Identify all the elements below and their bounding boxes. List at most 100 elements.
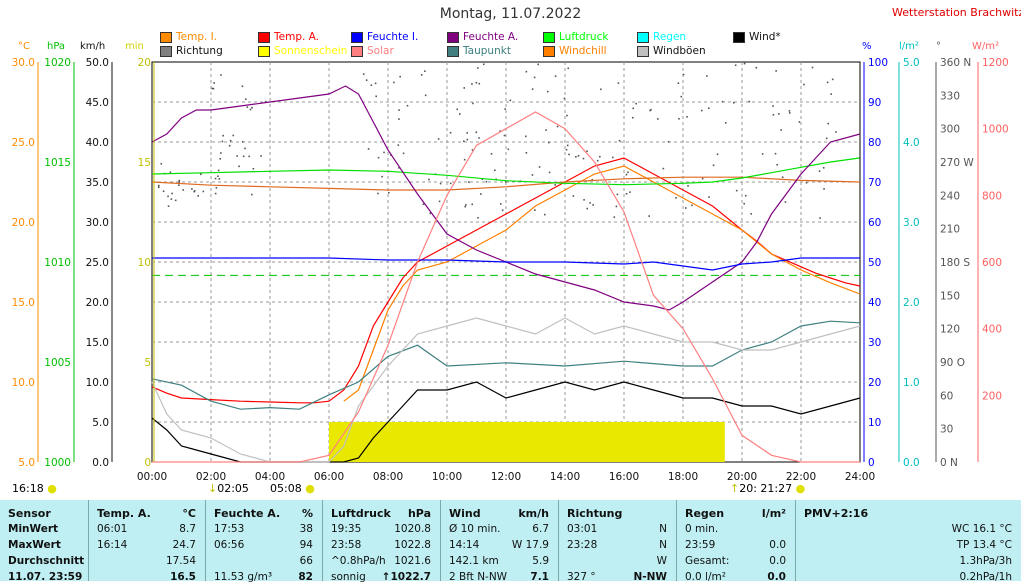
humidity-tick-label: 10 xyxy=(868,417,881,429)
wind-direction-point xyxy=(244,98,247,100)
wind-direction-point xyxy=(174,199,177,202)
wind-direction-point xyxy=(438,200,441,203)
legend-label: Wind* xyxy=(749,31,781,43)
wind-direction-point xyxy=(548,171,551,174)
wind-direction-point xyxy=(596,159,599,162)
stats-cell-value: 7.1 xyxy=(530,571,549,583)
temp-unit-label: °C xyxy=(18,41,30,52)
humidity-tick-label: 50 xyxy=(868,257,881,269)
direction-tick-label: 360 N xyxy=(940,57,971,69)
legend-swatch xyxy=(160,45,172,57)
sunshine-bar xyxy=(329,422,725,462)
stats-column-header: Richtung xyxy=(567,507,623,520)
wind-direction-point xyxy=(543,213,546,216)
humidity-tick-label: 0 xyxy=(868,457,875,469)
wind-direction-point xyxy=(478,137,480,139)
wind-direction-point xyxy=(217,175,219,177)
wind-direction-point xyxy=(217,169,220,172)
wind-direction-point xyxy=(649,109,651,112)
wind-direction-point xyxy=(563,97,566,100)
x-tick-label: 24:00 xyxy=(845,471,875,483)
stats-row-label: 11.07. 23:59 xyxy=(8,571,83,583)
wind-direction-point xyxy=(538,166,541,168)
stats-cell-value: 16.5 xyxy=(170,571,196,583)
wind-direction-point xyxy=(381,175,383,178)
sun-tick-label: 10 xyxy=(138,257,151,269)
legend-swatch xyxy=(447,31,459,43)
wind-direction-point xyxy=(531,88,534,90)
wind-direction-point xyxy=(494,169,496,172)
wind-direction-point xyxy=(507,148,510,151)
stats-cell-value: 1020.8 xyxy=(394,523,431,535)
station-name[interactable]: Wetterstation Brachwitz xyxy=(892,6,1021,19)
wind-direction-point xyxy=(582,157,585,160)
sunset-marker: ↑20: 21:27 ● xyxy=(730,482,806,495)
wind-direction-point xyxy=(600,88,602,91)
x-tick-label: 02:00 xyxy=(196,471,226,483)
stats-cell-value: 1.3hPa/3h xyxy=(959,555,1012,567)
wind-direction-point xyxy=(678,117,680,120)
wind-direction-point xyxy=(215,186,218,189)
wind-direction-point xyxy=(398,118,400,120)
wind-direction-point xyxy=(625,192,628,195)
stats-cell-value: 94 xyxy=(299,539,313,551)
sunrise-marker: 05:08 ● xyxy=(270,482,315,495)
wind-direction-point xyxy=(178,181,180,183)
x-tick-label: 10:00 xyxy=(432,471,462,483)
wind-direction-point xyxy=(826,81,829,84)
wind-direction-point xyxy=(220,74,222,76)
wind-direction-point xyxy=(781,176,784,179)
wind-direction-point xyxy=(232,134,235,137)
wind-direction-point xyxy=(214,177,217,180)
wind-direction-point xyxy=(748,100,751,103)
statistics-table: Sensor MinWert MaxWert Durchschnitt 11.07. 2… xyxy=(0,500,1021,583)
wind-direction-point xyxy=(402,152,405,155)
legend-item: Windböen xyxy=(637,45,706,57)
temp-tick-label: 10.0 xyxy=(12,377,35,389)
wind-direction-point xyxy=(365,79,368,81)
series-taupunkt xyxy=(151,320,861,410)
legend-swatch xyxy=(543,45,555,57)
wind-tick-label: 50.0 xyxy=(86,57,109,69)
legend-item: Wind* xyxy=(733,31,781,43)
wind-direction-point xyxy=(784,201,787,203)
wind-direction-point xyxy=(724,122,727,124)
stats-cell-value: 5.9 xyxy=(532,555,549,567)
wind-direction-point xyxy=(635,102,638,105)
series-wind- xyxy=(151,381,861,463)
legend-swatch xyxy=(543,31,555,43)
x-tick-label: 04:00 xyxy=(255,471,285,483)
now-marker: 16:18 ● xyxy=(12,482,57,495)
pressure-tick-label: 1020 xyxy=(44,57,71,69)
wind-direction-point xyxy=(750,213,753,215)
stats-cell-label: 0.0 l/m² xyxy=(685,571,726,583)
stats-column-header: Wind xyxy=(449,507,481,520)
wind-direction-point xyxy=(200,173,202,176)
wind-direction-point xyxy=(393,81,395,84)
stats-cell-value: 38 xyxy=(299,523,313,535)
wind-direction-point xyxy=(772,113,775,116)
series-luftdruck xyxy=(151,157,860,186)
stats-cell-value: 0.0 xyxy=(769,539,786,551)
wind-direction-point xyxy=(577,155,580,157)
wind-direction-point xyxy=(788,112,791,114)
pressure-tick-label: 1005 xyxy=(44,357,71,369)
wind-direction-point xyxy=(193,190,195,193)
wind-direction-point xyxy=(383,151,385,154)
stats-column: Luftdruck hPa 19:35 1020.8 23:58 1022.8 ^0.8hP… xyxy=(322,500,441,583)
direction-tick-label: 0 N xyxy=(940,457,958,469)
wind-direction-point xyxy=(822,167,825,169)
wind-direction-point xyxy=(406,104,409,107)
wind-direction-point xyxy=(362,73,365,75)
humidity-tick-label: 40 xyxy=(868,297,881,309)
legend-item: Windchill xyxy=(543,45,607,57)
wind-direction-point xyxy=(682,73,685,76)
pressure-unit-label: hPa xyxy=(47,41,66,52)
wind-direction-point xyxy=(167,205,170,208)
wind-direction-point xyxy=(481,178,484,181)
wind-direction-point xyxy=(472,102,474,105)
humidity-tick-label: 60 xyxy=(868,217,881,229)
wind-direction-point xyxy=(546,90,549,93)
rain-tick-label: 1.0 xyxy=(903,377,920,389)
wind-direction-point xyxy=(625,173,628,176)
